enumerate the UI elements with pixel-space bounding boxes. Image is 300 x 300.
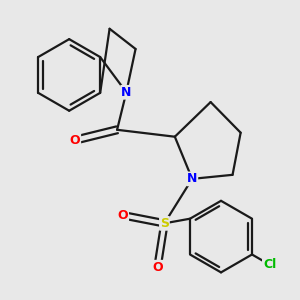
Text: O: O	[70, 134, 80, 147]
Text: N: N	[121, 86, 131, 99]
Text: N: N	[187, 172, 197, 185]
Text: O: O	[152, 261, 163, 274]
Text: Cl: Cl	[263, 258, 276, 271]
Text: O: O	[118, 209, 128, 222]
Text: S: S	[160, 217, 169, 230]
